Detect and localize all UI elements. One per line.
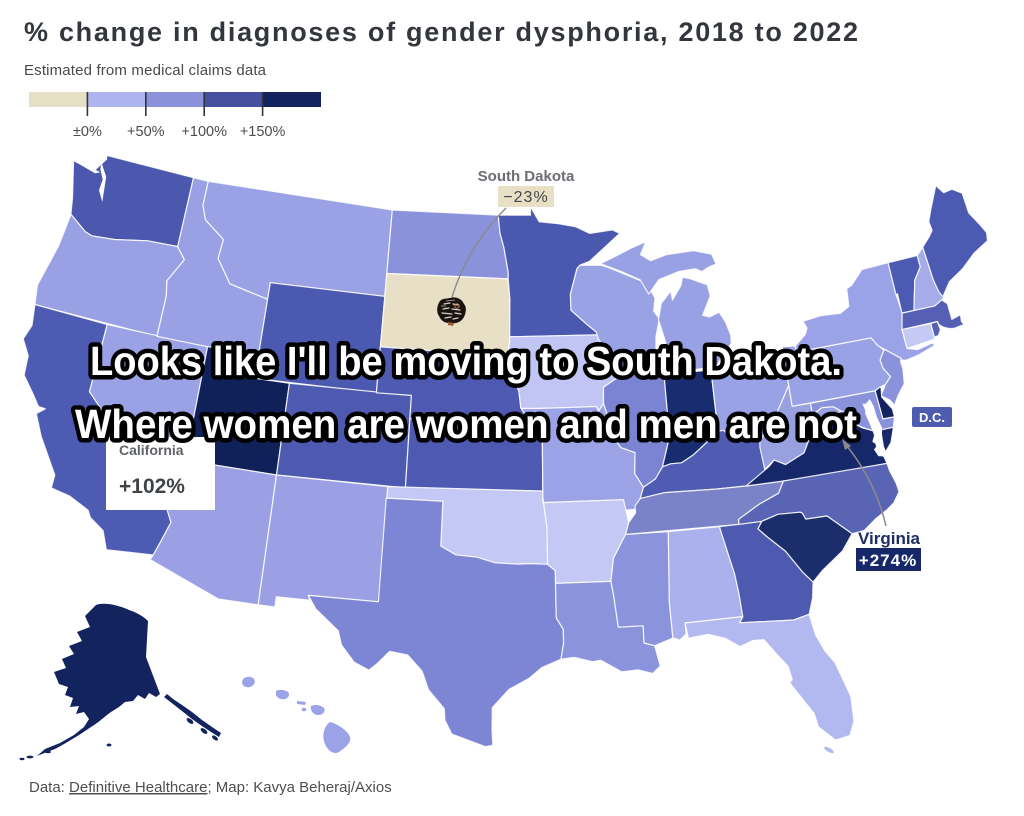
svg-text:Data: Definitive Healthcare; M: Data: Definitive Healthcare; Map: Kavya … [29,779,392,796]
svg-text:Looks like I'll be moving to S: Looks like I'll be moving to South Dakot… [90,338,842,384]
svg-text:±0%: ±0% [73,124,102,140]
svg-text:+150%: +150% [240,124,286,140]
svg-text:California: California [119,442,184,458]
svg-text:Where women are women and men: Where women are women and men are not [75,401,857,447]
svg-text:+100%: +100% [181,124,227,140]
svg-text:+274%: +274% [859,551,917,570]
svg-text:% change in diagnoses of gende: % change in diagnoses of gender dysphori… [24,17,858,47]
svg-text:−23%: −23% [503,189,548,206]
svg-text:+50%: +50% [127,124,165,140]
svg-text:South Dakota: South Dakota [478,168,575,185]
svg-text:D.C.: D.C. [919,410,945,425]
svg-text:+102%: +102% [119,475,185,498]
svg-text:Virginia: Virginia [858,529,921,548]
svg-text:Estimated from medical claims: Estimated from medical claims data [24,62,267,79]
